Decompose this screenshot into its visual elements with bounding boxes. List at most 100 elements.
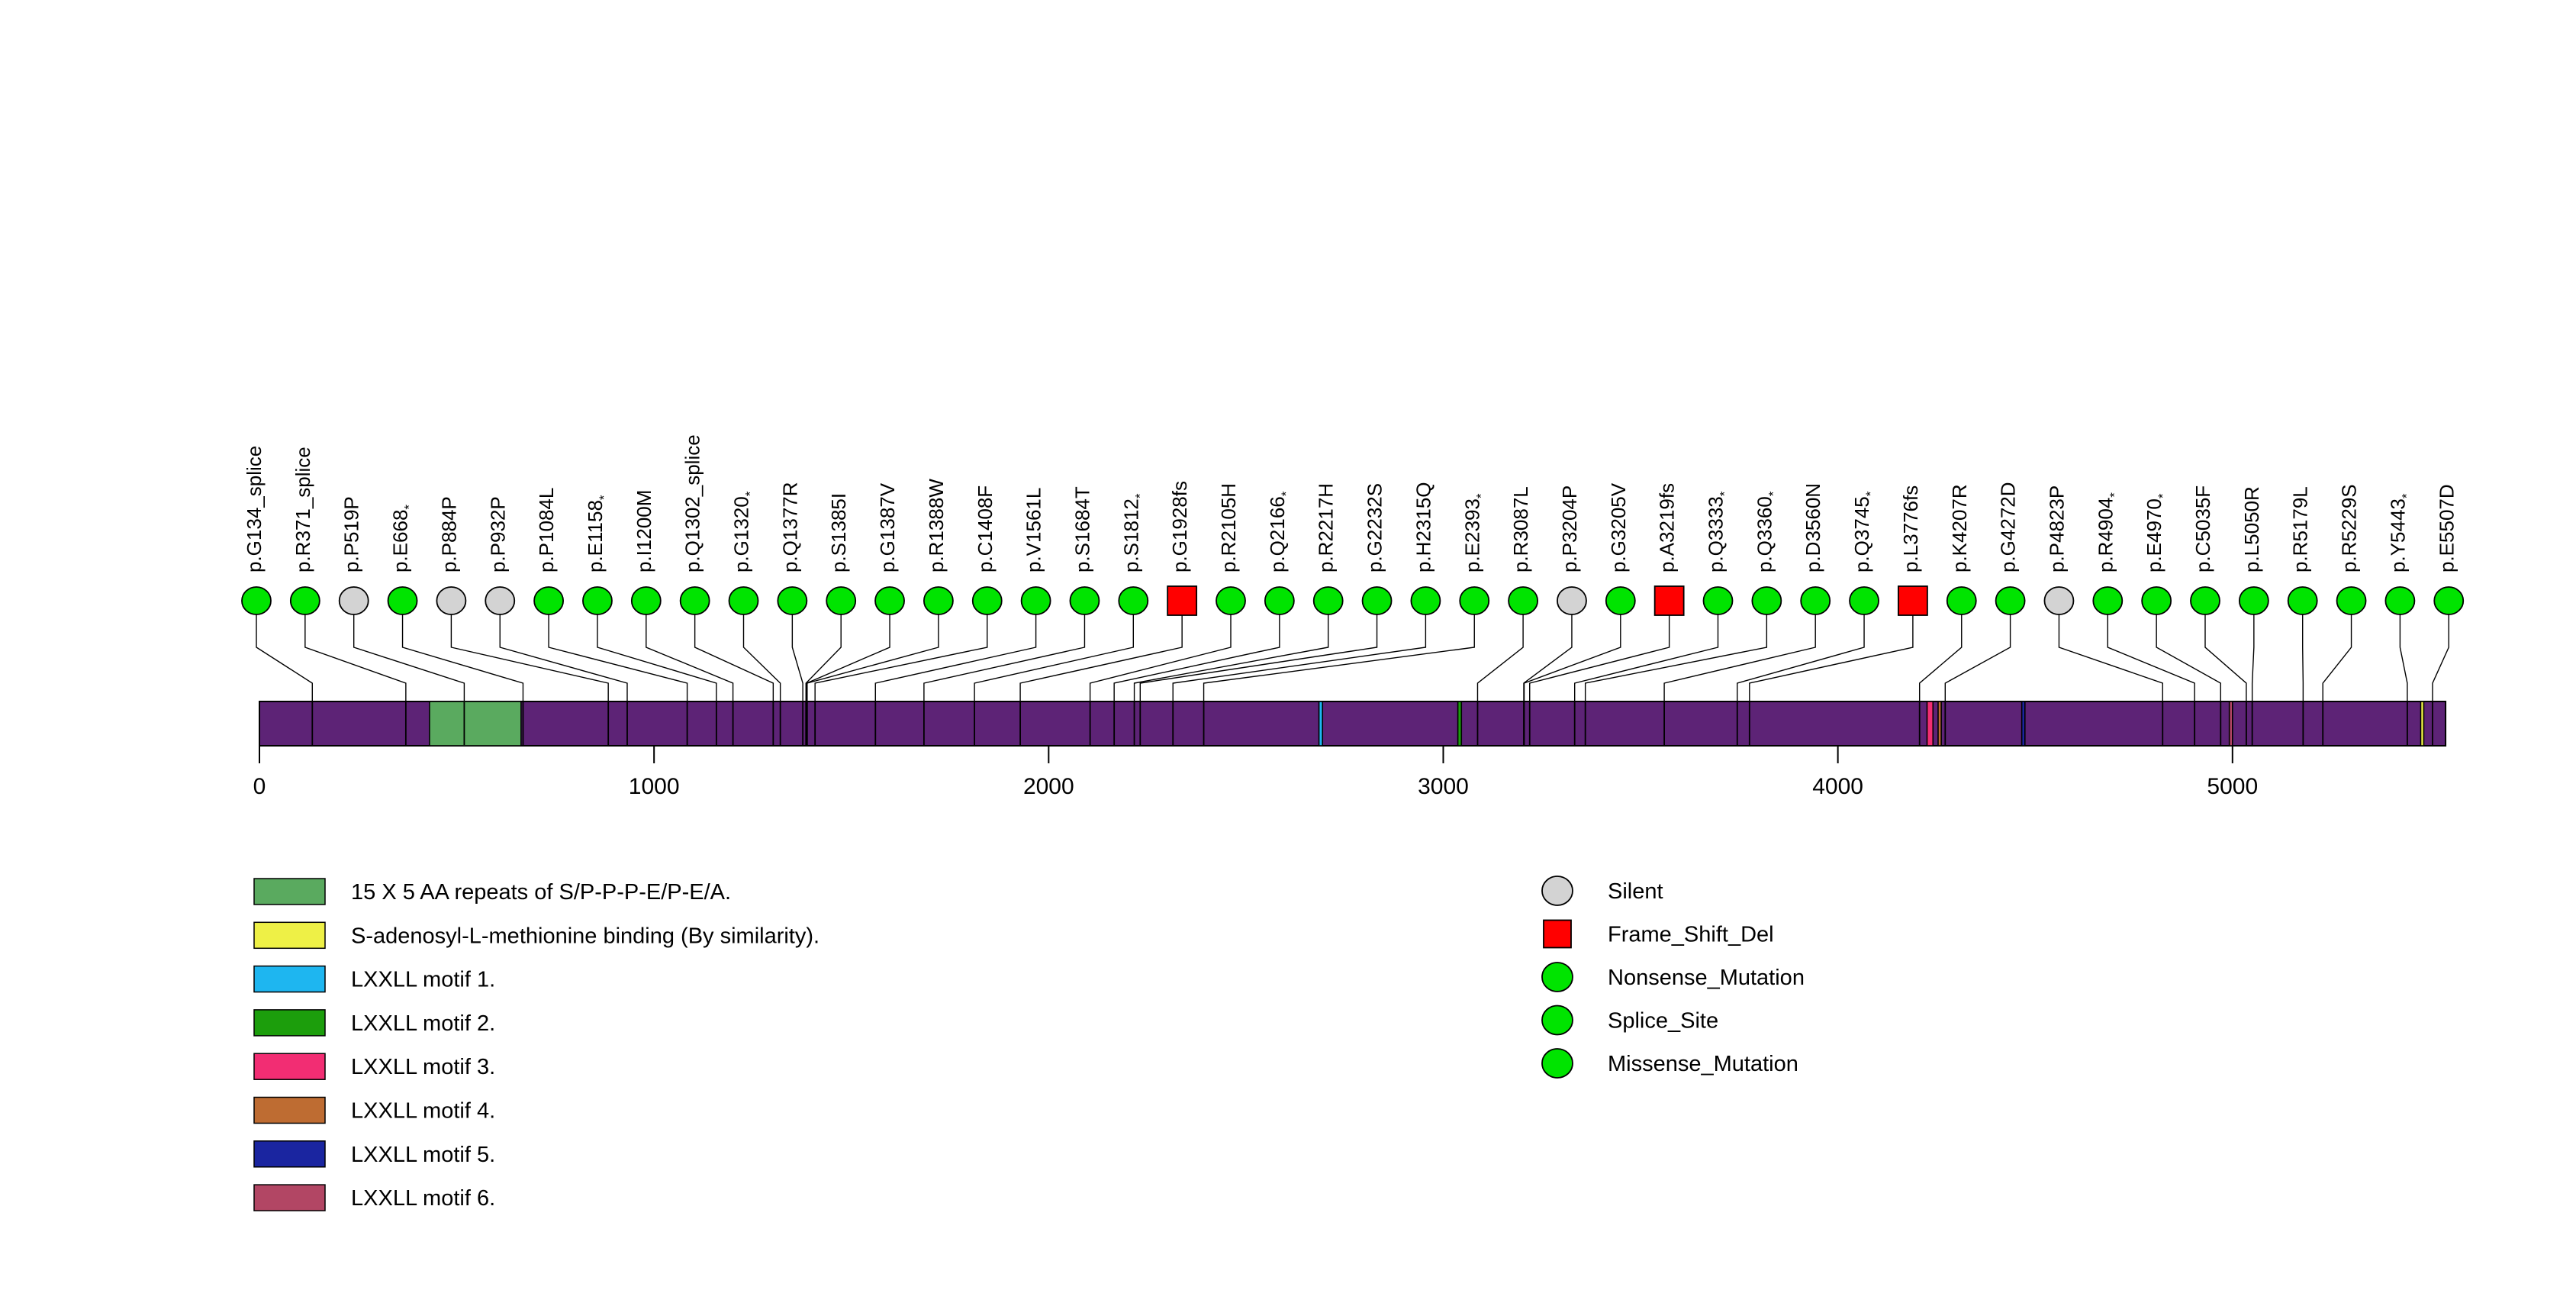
- leader-line: [2251, 614, 2255, 701]
- leader-line: [304, 614, 407, 701]
- mutation-marker[interactable]: [2384, 586, 2416, 615]
- leader-line: [694, 614, 774, 701]
- leader-line: [450, 614, 609, 701]
- mutation-marker[interactable]: [826, 586, 857, 615]
- leader-line: [2432, 614, 2449, 701]
- mutation-marker[interactable]: [1653, 585, 1685, 616]
- mutation-marker[interactable]: [241, 586, 272, 615]
- mutation-marker[interactable]: [1751, 586, 1782, 615]
- mutation-marker[interactable]: [1800, 586, 1831, 615]
- mutation-marker[interactable]: [2043, 586, 2075, 615]
- mutation-marker[interactable]: [1069, 586, 1100, 615]
- domain-legend-label: LXXLL motif 2.: [351, 1011, 495, 1036]
- mutation-label: p.Q2166*: [1266, 491, 1293, 572]
- mutation-marker[interactable]: [1020, 586, 1051, 615]
- mutation-marker[interactable]: [1118, 586, 1149, 615]
- mutation-marker[interactable]: [630, 586, 662, 615]
- mutation-marker[interactable]: [1946, 586, 1977, 615]
- leader-line: [2204, 614, 2247, 701]
- mutation-marker[interactable]: [533, 586, 564, 615]
- mutation-marker[interactable]: [1410, 586, 1441, 615]
- leader-line: [2301, 614, 2304, 701]
- mutation-marker[interactable]: [582, 586, 613, 615]
- mutation-label: p.R5229S: [2338, 484, 2361, 572]
- leader-line: [805, 614, 842, 701]
- mutation-label: p.Q3360*: [1753, 491, 1780, 572]
- leader-line: [742, 614, 781, 701]
- leader-line: [256, 614, 313, 701]
- mutation-marker[interactable]: [436, 586, 467, 615]
- leader-line: [597, 614, 717, 701]
- mutation-label: p.R2105H: [1217, 483, 1240, 572]
- mutation-marker[interactable]: [1264, 586, 1295, 615]
- mutation-marker[interactable]: [485, 586, 516, 615]
- mutation-marker[interactable]: [2190, 586, 2220, 615]
- mutation-marker[interactable]: [1361, 586, 1393, 615]
- mutation-marker[interactable]: [338, 586, 369, 615]
- axis-tick-label: 0: [253, 774, 266, 799]
- mutation-marker[interactable]: [874, 586, 905, 615]
- mutation-marker[interactable]: [1605, 586, 1636, 615]
- mutation-marker[interactable]: [923, 586, 954, 615]
- mutation-marker[interactable]: [1557, 586, 1587, 615]
- mutation-marker[interactable]: [1167, 585, 1198, 616]
- mutation-label: p.A3219fs: [1656, 483, 1679, 572]
- mutation-marker[interactable]: [387, 586, 418, 615]
- leader-line: [1529, 614, 1670, 701]
- mutation-marker[interactable]: [777, 586, 808, 615]
- mutation-type-legend-marker: [1543, 919, 1572, 949]
- mutation-type-legend-marker: [1541, 1005, 1573, 1036]
- mutation-marker[interactable]: [728, 586, 759, 615]
- mutation-marker[interactable]: [1702, 586, 1734, 615]
- mutation-marker[interactable]: [2287, 586, 2318, 615]
- mutation-label: p.S1684T: [1071, 486, 1093, 572]
- axis-tick-label: 3000: [1418, 774, 1469, 799]
- leader-line: [1019, 614, 1183, 701]
- mutation-type-legend-label: Missense_Mutation: [1608, 1052, 1798, 1076]
- mutation-marker[interactable]: [1849, 586, 1879, 615]
- mutation-marker[interactable]: [1897, 585, 1928, 616]
- axis-tick-label: 2000: [1023, 774, 1074, 799]
- leader-line: [1918, 614, 1963, 701]
- mutation-label: p.G134_splice: [243, 446, 266, 572]
- leader-line: [1944, 614, 2011, 701]
- mutation-type-legend-marker: [1541, 962, 1573, 992]
- mutation-label: p.S1812*: [1119, 493, 1147, 572]
- mutation-label: p.E2393*: [1460, 493, 1488, 572]
- mutation-marker[interactable]: [289, 586, 320, 615]
- mutation-marker[interactable]: [1312, 586, 1344, 615]
- mutation-label: p.Q1377R: [778, 482, 801, 572]
- leader-line: [1523, 614, 1621, 701]
- mutation-type-legend-marker: [1541, 876, 1573, 906]
- mutation-marker[interactable]: [2433, 586, 2465, 615]
- leader-line: [923, 614, 1086, 701]
- leader-line: [353, 614, 465, 701]
- protein-domain: [2420, 701, 2425, 747]
- leader-line: [2058, 614, 2163, 701]
- mutation-label: p.P932P: [486, 496, 509, 572]
- mutation-marker[interactable]: [1508, 586, 1538, 615]
- leader-line: [2156, 614, 2221, 701]
- mutation-label: p.E1158*: [584, 495, 611, 572]
- mutation-marker[interactable]: [1216, 586, 1246, 615]
- domain-legend-label: LXXLL motif 3.: [351, 1055, 495, 1079]
- mutation-marker[interactable]: [1995, 586, 2026, 615]
- mutation-marker[interactable]: [679, 586, 710, 615]
- mutation-marker[interactable]: [2336, 586, 2367, 615]
- mutation-marker[interactable]: [971, 586, 1003, 615]
- leader-line: [1523, 614, 1573, 701]
- leader-line: [807, 614, 939, 701]
- mutation-marker[interactable]: [2238, 586, 2269, 615]
- mutation-marker[interactable]: [2092, 586, 2124, 615]
- leader-line: [1476, 614, 1524, 701]
- mutation-label: p.R1388W: [925, 479, 948, 572]
- mutation-label: p.H2315Q: [1412, 482, 1435, 572]
- mutation-marker[interactable]: [1459, 586, 1490, 615]
- mutation-label: p.P519P: [340, 496, 363, 572]
- leader-line: [1113, 614, 1280, 701]
- mutation-label: p.P3204P: [1558, 485, 1581, 572]
- mutation-marker[interactable]: [2141, 586, 2172, 615]
- mutation-label: p.S1385I: [827, 493, 850, 572]
